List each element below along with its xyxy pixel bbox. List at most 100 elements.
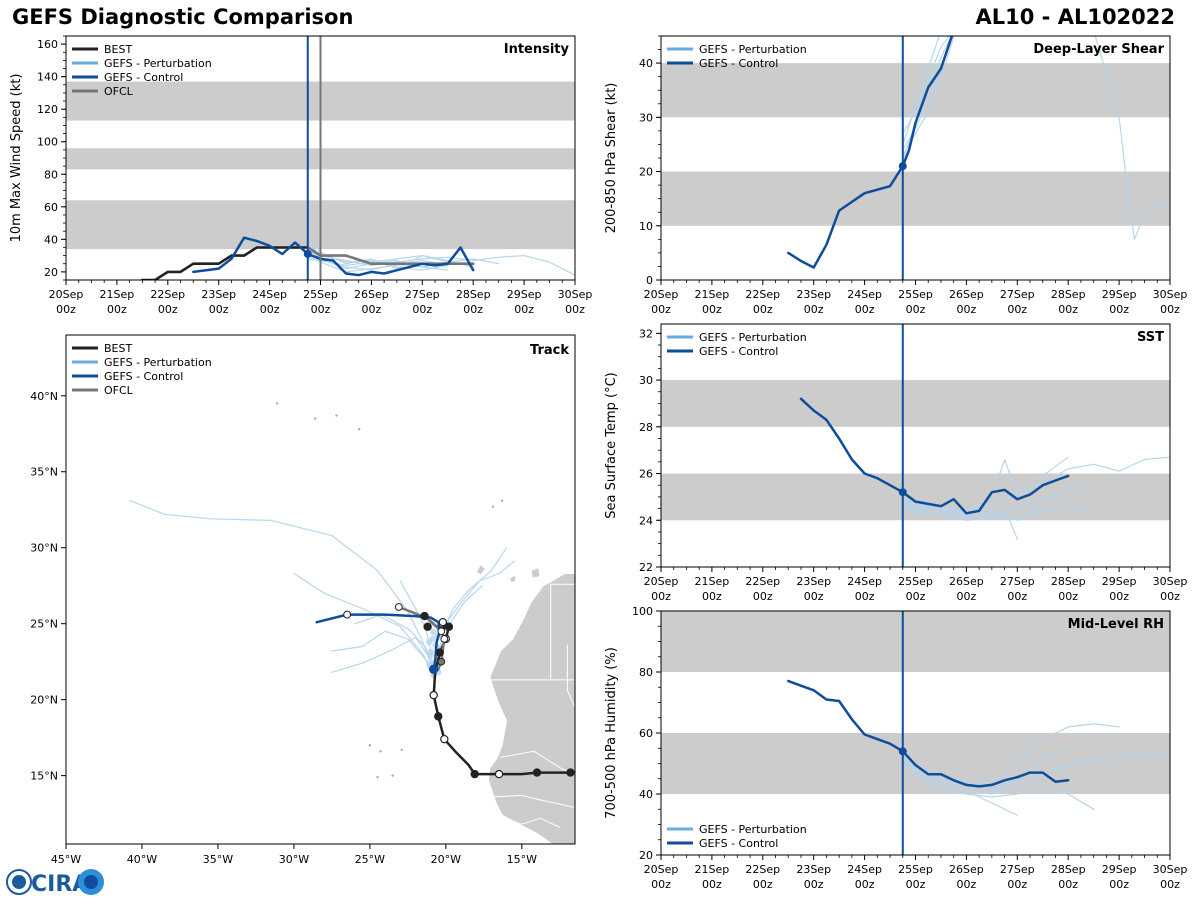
island xyxy=(379,750,382,753)
perturbation-point xyxy=(429,635,437,642)
perturbation-line xyxy=(902,756,1018,817)
x-tick-label: 40°W xyxy=(127,853,157,866)
x-tick-hour: 00z xyxy=(906,590,926,603)
x-tick-day: 23Sep xyxy=(796,575,831,588)
chart-intensity: 20 40 60 80 100 120 140 160 20Sep 00z 21Sep 00z 22Se… xyxy=(9,35,592,316)
best-track-marker xyxy=(532,768,542,777)
x-tick-hour: 00z xyxy=(1109,590,1129,603)
x-tick-hour: 00z xyxy=(651,878,671,891)
x-tick-hour: 00z xyxy=(158,303,178,316)
best-track-marker xyxy=(434,712,443,721)
x-tick-day: 26Sep xyxy=(949,288,984,301)
country-border xyxy=(494,794,575,808)
x-tick-day: 28Sep xyxy=(456,288,491,301)
x-tick-day: 23Sep xyxy=(201,288,236,301)
x-tick-day: 28Sep xyxy=(1051,863,1086,876)
y-axis-label: 700-500 hPa Humidity (%) xyxy=(604,647,619,819)
y-tick-label: 35°N xyxy=(30,466,58,479)
x-tick-hour: 00z xyxy=(855,590,875,603)
island xyxy=(500,499,504,502)
x-tick-hour: 00z xyxy=(702,878,722,891)
x-tick-day: 25Sep xyxy=(898,575,933,588)
y-tick-label: 32 xyxy=(639,327,653,340)
x-tick-hour: 00z xyxy=(855,878,875,891)
y-axis-label: 200-850 hPa Shear (kt) xyxy=(604,83,619,234)
x-tick-label: 45°W xyxy=(51,853,81,866)
y-tick-label: 30°N xyxy=(30,542,58,555)
x-tick-hour: 00z xyxy=(1160,590,1180,603)
perturbation-line xyxy=(902,487,1069,521)
y-tick-label: 28 xyxy=(639,421,653,434)
x-tick-hour: 00z xyxy=(209,303,229,316)
x-tick-hour: 00z xyxy=(1058,303,1078,316)
island xyxy=(376,775,379,779)
perturbation-line xyxy=(902,501,1095,519)
best-track-marker xyxy=(470,769,479,779)
series-gefs-control-line xyxy=(787,36,954,269)
chart-shear: 0 10 20 30 40 20Sep 00z 21Sep 00z 22Sep 00z 23Sep 00… xyxy=(604,35,1188,316)
perturbation-line xyxy=(902,36,940,145)
series-gefs-control-line xyxy=(192,236,475,277)
x-tick-day: 28Sep xyxy=(1051,575,1086,588)
country-border xyxy=(550,583,575,681)
y-tick-label: 140 xyxy=(37,71,58,84)
x-tick-day: 20Sep xyxy=(644,863,679,876)
y-tick-label: 30 xyxy=(639,374,653,387)
threshold-band xyxy=(661,473,1170,521)
x-tick-day: 25Sep xyxy=(898,863,933,876)
x-tick-hour: 00z xyxy=(311,303,331,316)
y-tick-label: 20 xyxy=(639,849,653,862)
legend-label: GEFS - Control xyxy=(699,57,778,70)
x-tick-day: 27Sep xyxy=(1000,575,1035,588)
x-tick-day: 30Sep xyxy=(1153,863,1188,876)
x-tick-hour: 00z xyxy=(957,878,977,891)
island xyxy=(275,402,279,405)
x-tick-day: 22Sep xyxy=(150,288,185,301)
x-tick-day: 30Sep xyxy=(1153,288,1188,301)
chart-rh: 20 40 60 80 100 20Sep 00z 21Sep 00z 22Sep 00z 23Sep… xyxy=(604,605,1187,891)
x-tick-day: 30Sep xyxy=(1153,575,1188,588)
logo-globe-core xyxy=(12,875,26,889)
x-tick-hour: 00z xyxy=(1160,303,1180,316)
control-track-marker xyxy=(428,664,439,674)
perturbation-line xyxy=(307,255,474,268)
x-tick-hour: 00z xyxy=(804,590,824,603)
x-tick-hour: 00z xyxy=(957,303,977,316)
x-tick-hour: 00z xyxy=(362,303,382,316)
y-tick-label: 15°N xyxy=(30,770,58,783)
control-track-marker xyxy=(343,610,351,619)
legend-label: GEFS - Perturbation xyxy=(699,331,807,344)
x-tick-hour: 00z xyxy=(753,303,773,316)
x-tick-label: 20°W xyxy=(431,853,461,866)
chart-title: Track xyxy=(530,343,569,358)
best-track-marker xyxy=(435,648,444,657)
x-tick-hour: 00z xyxy=(906,878,926,891)
x-tick-day: 29Sep xyxy=(1102,863,1137,876)
island xyxy=(313,417,317,420)
x-tick-day: 21Sep xyxy=(695,288,730,301)
x-tick-day: 29Sep xyxy=(1102,288,1137,301)
x-tick-day: 29Sep xyxy=(507,288,542,301)
perturbation-line xyxy=(1094,36,1170,240)
legend-label: GEFS - Control xyxy=(699,837,778,850)
best-track-marker xyxy=(494,769,504,779)
series-best-line xyxy=(141,246,310,280)
x-tick-hour: 00z xyxy=(651,590,671,603)
x-tick-day: 24Sep xyxy=(847,288,882,301)
y-tick-label: 40 xyxy=(639,788,653,801)
x-tick-hour: 00z xyxy=(804,878,824,891)
best-track-marker xyxy=(438,617,448,627)
x-tick-hour: 00z xyxy=(260,303,280,316)
x-tick-day: 23Sep xyxy=(796,288,831,301)
best-track-marker xyxy=(444,622,454,631)
x-tick-hour: 00z xyxy=(565,303,585,316)
x-tick-hour: 00z xyxy=(1058,878,1078,891)
storm-id: AL10 - AL102022 xyxy=(975,5,1176,29)
y-tick-label: 24 xyxy=(639,514,653,527)
island xyxy=(491,505,495,508)
cira-logo: CIRA xyxy=(6,869,104,897)
plot-area xyxy=(661,380,1170,540)
series-gefs-control-line xyxy=(787,679,1070,788)
country-border xyxy=(566,644,575,708)
x-tick-hour: 00z xyxy=(463,303,483,316)
